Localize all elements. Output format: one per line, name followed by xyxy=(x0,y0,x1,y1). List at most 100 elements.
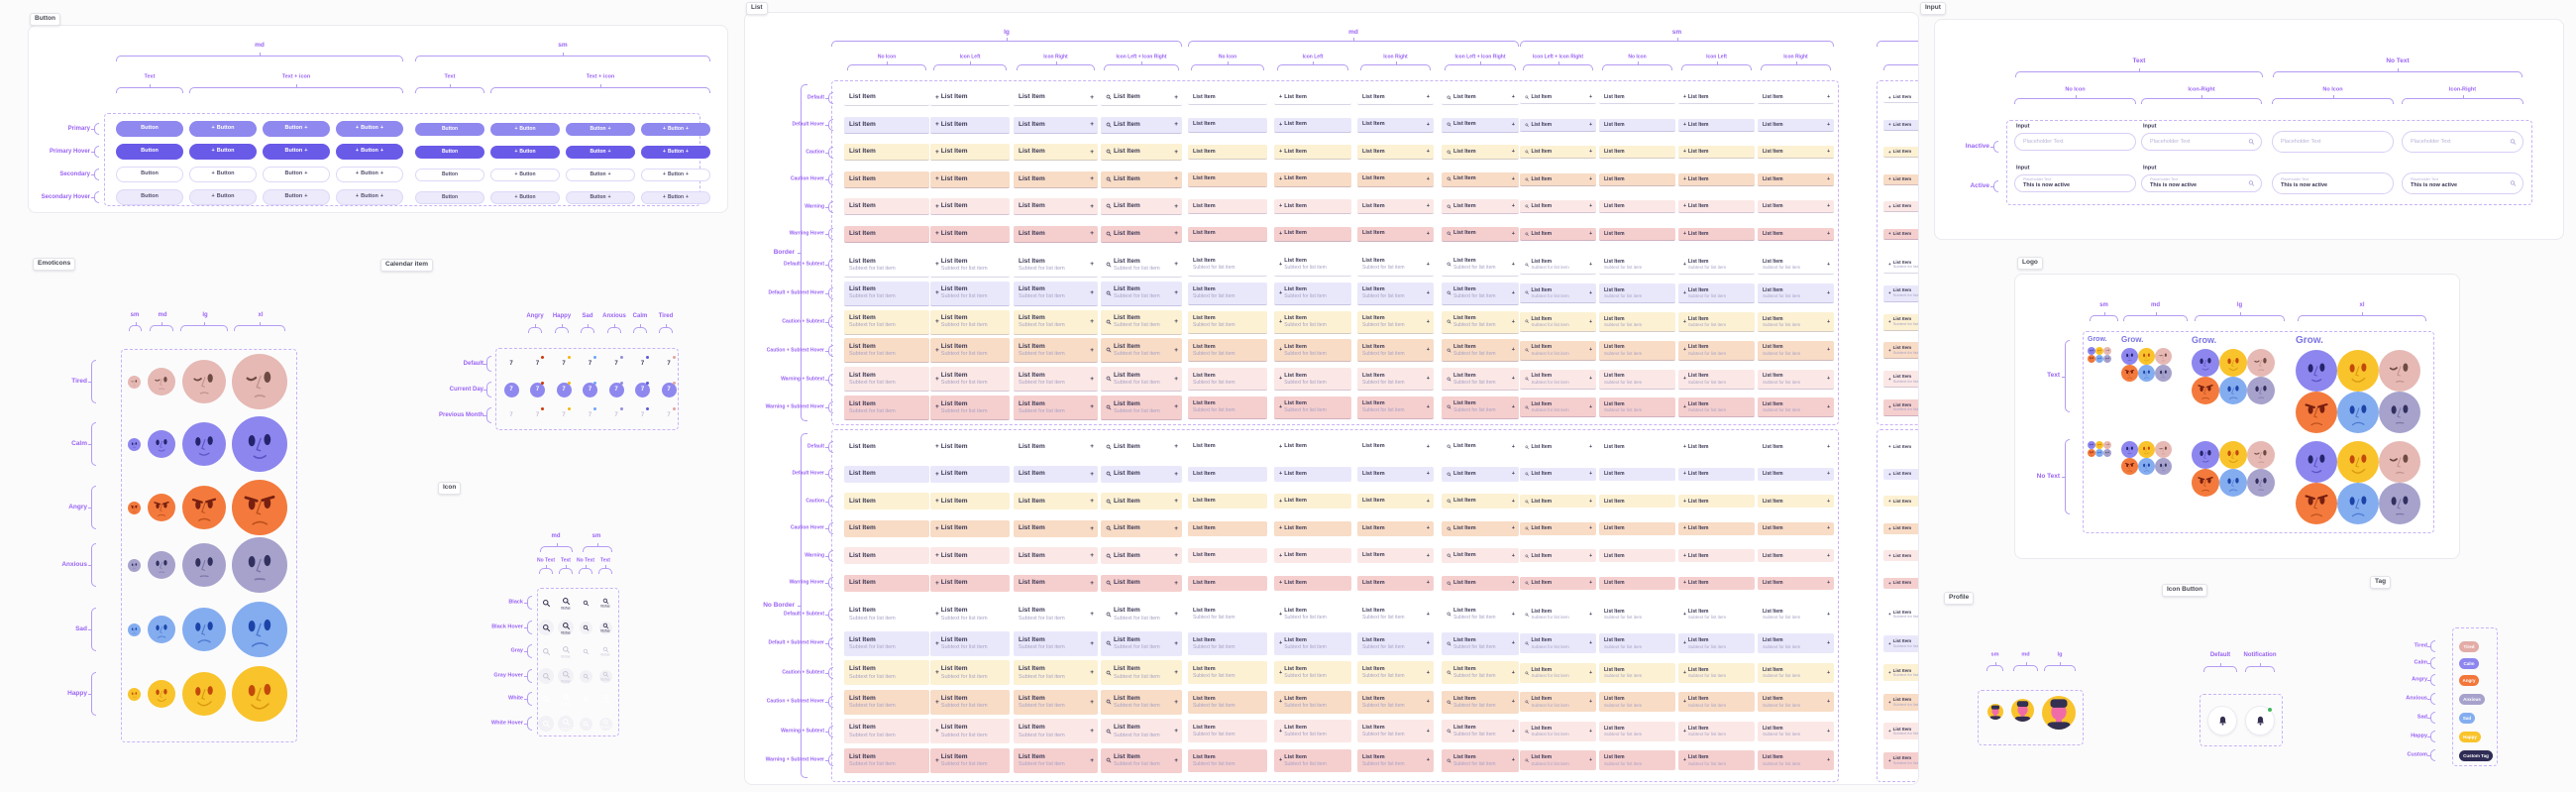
list-item[interactable]: List Item Subtext for list item + xyxy=(1014,719,1098,744)
list-item[interactable]: + List Item xyxy=(1883,468,1918,480)
calendar-item[interactable]: 7 xyxy=(555,406,573,424)
button-component[interactable]: + Button xyxy=(490,168,560,181)
calendar-item[interactable]: 7 xyxy=(607,381,625,398)
list-item[interactable]: List Item xyxy=(1599,172,1675,186)
list-item[interactable]: List Item + xyxy=(1101,89,1182,107)
list-item[interactable]: + List Item xyxy=(1274,548,1351,564)
list-item[interactable]: List Item + xyxy=(1520,467,1596,481)
list-item[interactable]: List Item + xyxy=(1357,466,1434,482)
calendar-item[interactable]: 7 xyxy=(634,355,652,373)
list-item[interactable]: List Item Subtext for list item + xyxy=(1101,309,1182,335)
list-item[interactable]: List Item xyxy=(844,574,929,592)
frame-label-calendar-item[interactable]: Calendar item xyxy=(380,259,433,272)
list-item[interactable]: List Item + xyxy=(1357,199,1434,215)
search-icon[interactable] xyxy=(542,695,551,704)
list-item[interactable]: List Item xyxy=(1188,199,1267,215)
list-item[interactable]: List Item xyxy=(1599,118,1675,132)
list-item[interactable]: + List Item xyxy=(930,493,1010,510)
tag[interactable]: Tired xyxy=(2459,640,2479,652)
list-item[interactable]: List Item Subtext for list item + xyxy=(1014,395,1098,420)
list-item[interactable]: List Item xyxy=(844,170,929,188)
list-item[interactable]: List Item xyxy=(1599,495,1675,509)
list-item[interactable]: + List Item xyxy=(1274,520,1351,536)
button-component[interactable]: Button + xyxy=(263,144,330,160)
list-item[interactable]: List Item xyxy=(1188,520,1267,536)
search-icon[interactable] xyxy=(562,622,571,630)
list-item[interactable]: List Item Subtext for list item + xyxy=(1442,748,1519,772)
list-item[interactable]: List Item Subtext for list item + xyxy=(1758,692,1834,713)
list-item[interactable]: List Item xyxy=(844,144,929,162)
list-item[interactable]: List Item xyxy=(844,225,929,243)
calendar-item[interactable]: 7 xyxy=(555,381,573,398)
list-item[interactable]: List Item + xyxy=(1101,493,1182,510)
list-item[interactable]: List Item xyxy=(844,547,929,565)
list-item[interactable]: + List Item xyxy=(930,519,1010,537)
list-item[interactable]: List Item + xyxy=(1101,547,1182,565)
list-item[interactable]: List Item xyxy=(1188,466,1267,482)
list-item[interactable]: List Item Subtext for list item xyxy=(1599,283,1675,304)
frame-label-input[interactable]: Input xyxy=(1920,2,1946,15)
list-item[interactable]: List Item + xyxy=(1520,146,1596,160)
frame-label-button[interactable]: Button xyxy=(30,13,60,26)
search-icon[interactable] xyxy=(602,671,609,678)
list-item[interactable]: List Item Subtext for list item + xyxy=(1442,310,1519,334)
list-item[interactable]: List Item + xyxy=(1758,440,1834,454)
search-icon[interactable] xyxy=(602,694,609,701)
list-item[interactable]: List Item + xyxy=(1758,200,1834,214)
list-item[interactable]: List Item Subtext for list item + xyxy=(1101,602,1182,627)
button-component[interactable]: Button + xyxy=(263,167,330,182)
frame-label-logo[interactable]: Logo xyxy=(2017,257,2043,270)
list-item[interactable]: List Item Subtext for list item + xyxy=(1520,721,1596,741)
calendar-item[interactable]: 7 xyxy=(660,406,678,424)
list-item[interactable]: List Item Subtext for list item + xyxy=(1520,340,1596,361)
input-field[interactable]: Placeholder Text This is now active xyxy=(2141,174,2262,192)
list-item[interactable]: + List Item xyxy=(1678,495,1755,509)
list-item[interactable]: List Item Subtext for list item + xyxy=(1101,281,1182,306)
list-item[interactable]: List Item Subtext for list item + xyxy=(1758,283,1834,304)
list-item[interactable]: List Item + xyxy=(1014,144,1098,162)
list-item[interactable]: List Item Subtext for list item + xyxy=(1442,368,1519,392)
list-item[interactable]: List Item Subtext for list item + xyxy=(1758,312,1834,332)
list-item[interactable]: List Item + xyxy=(1014,493,1098,510)
list-item[interactable]: List Item + xyxy=(1442,548,1519,564)
list-item[interactable]: List Item Subtext for list item xyxy=(844,395,929,420)
search-icon[interactable] xyxy=(602,646,609,653)
list-item[interactable]: List Item Subtext for list item + xyxy=(1442,720,1519,743)
list-item[interactable]: List Item + xyxy=(1442,466,1519,482)
list-item[interactable]: List Item xyxy=(1599,440,1675,454)
input-field[interactable]: Placeholder Text This is now active xyxy=(2272,172,2394,194)
list-item[interactable]: List Item Subtext for list item xyxy=(1188,720,1267,743)
list-item[interactable]: List Item Subtext for list item + xyxy=(1758,604,1834,624)
list-item[interactable]: + List Item xyxy=(1883,228,1918,240)
list-item[interactable]: List Item + xyxy=(1758,172,1834,186)
list-item[interactable]: List Item Subtext for list item xyxy=(1599,662,1675,683)
list-item[interactable]: List Item + xyxy=(1520,576,1596,590)
search-icon[interactable] xyxy=(542,647,551,656)
list-item[interactable]: List Item Subtext for list item xyxy=(1188,339,1267,363)
search-icon[interactable] xyxy=(562,670,571,679)
list-item[interactable]: List Item xyxy=(844,493,929,510)
list-item[interactable]: List Item Subtext for list item + xyxy=(1520,692,1596,713)
list-item[interactable]: + List Item xyxy=(1274,145,1351,161)
list-item[interactable]: List Item xyxy=(1599,227,1675,241)
list-item[interactable]: List Item + xyxy=(1442,90,1519,106)
list-item[interactable]: List Item Subtext for list item + xyxy=(1357,690,1434,714)
frame-label-icon-button[interactable]: Icon Button xyxy=(2162,584,2208,597)
list-item[interactable]: List Item Subtext for list item xyxy=(844,338,929,364)
list-item[interactable]: List Item Subtext for list item + xyxy=(1357,661,1434,685)
frame-label-icon[interactable]: Icon xyxy=(438,482,462,495)
list-item[interactable]: + List Item xyxy=(1678,549,1755,563)
list-item[interactable]: List Item Subtext for list item xyxy=(1188,690,1267,714)
input-field[interactable]: Placeholder Text This is now active xyxy=(2402,172,2523,194)
list-item[interactable]: List Item + xyxy=(1520,227,1596,241)
list-item[interactable]: + List Item xyxy=(930,465,1010,483)
